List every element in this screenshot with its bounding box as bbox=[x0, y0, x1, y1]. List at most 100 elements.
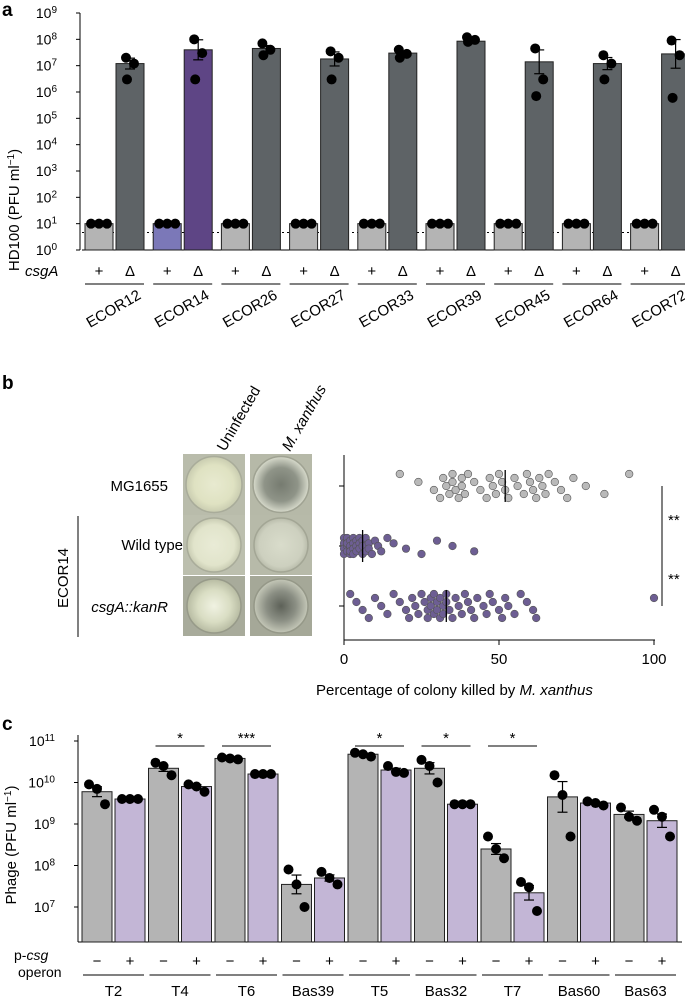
data-point bbox=[358, 218, 369, 229]
data-point bbox=[582, 796, 593, 807]
scatter-point bbox=[401, 544, 411, 553]
data-point bbox=[333, 52, 344, 63]
data-point bbox=[358, 749, 368, 760]
data-point bbox=[94, 218, 104, 229]
strain-label-csga-kanr: csgA::kanR bbox=[91, 599, 168, 616]
data-point bbox=[598, 800, 609, 811]
scatter-point bbox=[436, 493, 445, 503]
scatter-point bbox=[395, 469, 404, 479]
significance-label: *** bbox=[238, 730, 256, 747]
header-uninfected: Uninfected bbox=[214, 383, 265, 454]
symbol-plus: + bbox=[299, 263, 308, 280]
p-csg-row-label: p-csg bbox=[14, 947, 48, 963]
scatter-point bbox=[423, 613, 432, 623]
scatter-point bbox=[463, 469, 473, 479]
data-point bbox=[657, 811, 667, 822]
scatter-point bbox=[522, 597, 532, 607]
scatter-point bbox=[432, 605, 442, 615]
sig-label-1: ** bbox=[668, 512, 680, 529]
symbol-plus: + bbox=[504, 263, 513, 280]
scatter-point bbox=[445, 489, 454, 499]
data-point bbox=[298, 218, 309, 229]
scatter-point bbox=[522, 469, 532, 479]
data-point bbox=[117, 794, 127, 805]
data-point bbox=[631, 218, 642, 229]
data-point bbox=[150, 757, 161, 768]
data-point bbox=[667, 92, 678, 103]
scatter-point bbox=[383, 609, 392, 619]
bar-delta-ecor33 bbox=[388, 52, 418, 251]
data-point bbox=[394, 52, 405, 63]
csga-row-label: csgA bbox=[25, 263, 58, 280]
data-point bbox=[624, 811, 634, 822]
scatter-point bbox=[442, 481, 451, 491]
bar-delta-ecor39 bbox=[456, 40, 486, 251]
symbol-plus: + bbox=[658, 953, 667, 970]
bar-minus-t2 bbox=[81, 791, 113, 943]
scatter-point bbox=[525, 477, 535, 487]
panel-a-x-labels: ECOR12 ECOR14 ECOR26 ECOR27 ECOR33 ECOR39 ECOR… bbox=[84, 287, 685, 332]
y-tick-label: 102 bbox=[36, 189, 58, 206]
data-point bbox=[366, 751, 376, 762]
y-tick-label: 109 bbox=[34, 816, 56, 833]
scatter-point bbox=[445, 605, 454, 615]
scatter-point bbox=[460, 489, 470, 499]
data-point bbox=[374, 218, 385, 229]
symbol-plus: + bbox=[525, 953, 534, 970]
symbol-delta: Δ bbox=[671, 263, 681, 280]
y-tick-exponent: 10 bbox=[44, 774, 56, 785]
scatter-point bbox=[470, 477, 479, 487]
x-label-bas60: Bas60 bbox=[558, 983, 601, 1000]
data-point bbox=[649, 804, 659, 815]
panel-c-x-labels: T2 T4 T6 Bas39 T5 Bas32 T7 Bas60 Bas63 bbox=[105, 983, 667, 1000]
data-point bbox=[639, 218, 650, 229]
bar-delta-ecor72 bbox=[661, 53, 685, 251]
scatter-point bbox=[451, 593, 460, 603]
data-point bbox=[599, 74, 610, 85]
scatter-point bbox=[532, 493, 541, 503]
scatter-point bbox=[417, 589, 426, 599]
scatter-point bbox=[454, 601, 463, 611]
x-label-t6: T6 bbox=[238, 983, 256, 1000]
colony-image-csga-uninfected bbox=[183, 576, 245, 636]
scatter-point bbox=[414, 609, 423, 619]
scatter-point bbox=[528, 605, 538, 615]
scatter-point bbox=[476, 485, 485, 495]
data-point bbox=[350, 747, 360, 758]
colony-image-wildtype-uninfected bbox=[183, 515, 245, 575]
scatter-point bbox=[411, 601, 420, 611]
scatter-point bbox=[432, 536, 442, 545]
data-point bbox=[571, 218, 582, 229]
bar-delta-ecor45 bbox=[524, 61, 554, 251]
x-label-ecor39: ECOR39 bbox=[425, 287, 485, 332]
scatter-point bbox=[358, 605, 367, 615]
data-point bbox=[121, 52, 131, 63]
data-point bbox=[516, 877, 526, 888]
data-point bbox=[443, 218, 453, 229]
y-tick-label: 104 bbox=[36, 136, 58, 153]
scatter-point bbox=[367, 549, 377, 559]
scatter-point bbox=[569, 473, 578, 483]
data-point bbox=[557, 789, 568, 800]
y-tick-label: 106 bbox=[36, 84, 58, 101]
x-label-ecor33: ECOR33 bbox=[356, 287, 416, 332]
data-point bbox=[432, 777, 443, 788]
symbol-plus: + bbox=[163, 263, 172, 280]
scatter-point bbox=[414, 477, 423, 487]
data-point bbox=[84, 779, 94, 790]
data-point bbox=[199, 786, 210, 797]
data-point bbox=[503, 218, 514, 229]
scatter-point bbox=[488, 597, 497, 607]
data-point bbox=[325, 46, 336, 57]
data-point bbox=[92, 783, 102, 794]
data-point bbox=[563, 218, 574, 229]
scatter-point bbox=[501, 593, 510, 603]
bar-minus-t6 bbox=[214, 757, 246, 943]
data-point bbox=[463, 36, 473, 47]
symbol-plus: + bbox=[640, 263, 649, 280]
colony-image-mg1655-xanthus bbox=[250, 454, 312, 515]
data-point bbox=[238, 218, 249, 229]
data-point bbox=[590, 798, 601, 809]
symbol-plus: + bbox=[231, 263, 240, 280]
